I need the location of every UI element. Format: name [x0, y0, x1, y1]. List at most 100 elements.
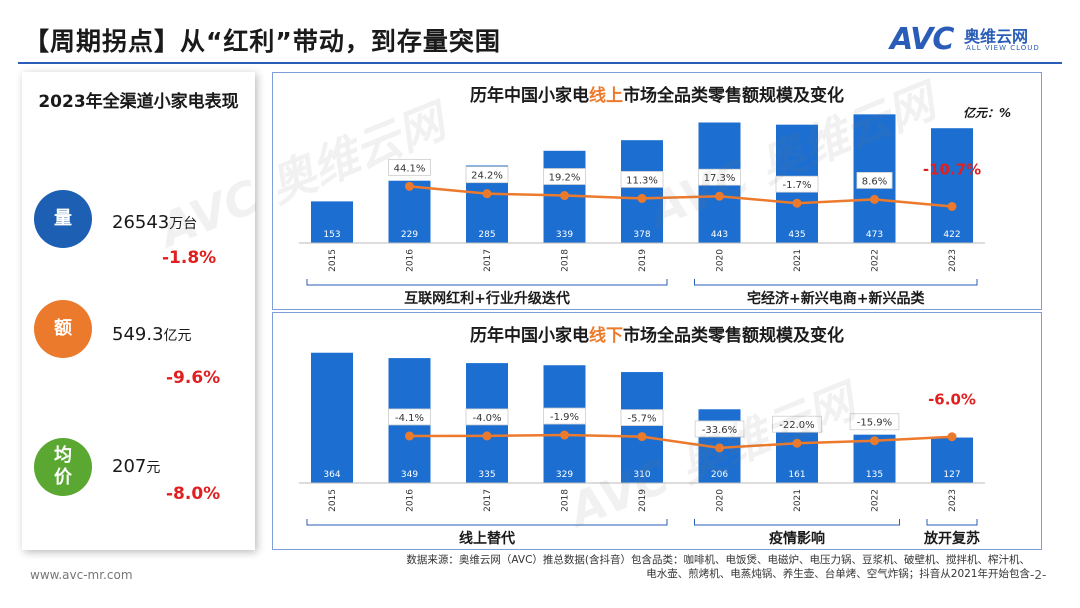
growth-label: -15.9% — [857, 418, 892, 429]
growth-label-highlight: -6.0% — [928, 391, 976, 409]
bar-2021 — [776, 425, 818, 483]
x-tick-label: 2015 — [328, 489, 338, 512]
growth-point-2016 — [405, 181, 414, 191]
avg-price-number: 207 — [112, 456, 147, 477]
avg-price-value: 207元 — [112, 456, 160, 477]
bar-value-label: 329 — [556, 470, 573, 480]
website-url: www.avc-mr.com — [30, 568, 133, 582]
growth-label: -33.6% — [702, 425, 737, 436]
amount-unit: 亿元 — [163, 328, 192, 344]
growth-label: -22.0% — [779, 420, 814, 431]
growth-label-box — [620, 409, 664, 426]
chart-title-part: 线下 — [589, 325, 623, 346]
amount-circle: 额 — [34, 300, 92, 358]
growth-label-box — [388, 158, 431, 176]
bar-value-label: 161 — [788, 470, 805, 480]
group-bracket — [306, 519, 668, 526]
bar-value-label: 435 — [788, 230, 805, 240]
amount-number: 549.3 — [112, 324, 164, 345]
growth-label-box — [543, 407, 586, 425]
bar-value-label: 349 — [401, 470, 418, 480]
x-tick-label: 2016 — [406, 249, 416, 272]
header-rule — [18, 62, 1062, 64]
growth-label-box — [772, 415, 822, 433]
x-tick-label: 2018 — [561, 489, 571, 512]
growth-point-2022 — [870, 436, 879, 446]
avg-price-circle-char: 均 — [54, 445, 72, 466]
bar-value-label: 364 — [323, 470, 340, 480]
bar-value-label: 310 — [633, 470, 650, 480]
x-tick-label: 2023 — [948, 249, 958, 272]
growth-label: -5.7% — [627, 414, 656, 425]
growth-label: -4.1% — [395, 413, 424, 424]
growth-label: -1.7% — [782, 180, 811, 191]
logo-english-name: ALL VIEW CLOUD — [966, 44, 1040, 52]
x-tick-label: 2017 — [483, 249, 493, 272]
growth-point-2023 — [947, 202, 957, 212]
bar-value-label: 339 — [556, 230, 573, 240]
bar-value-label: 135 — [866, 470, 883, 480]
growth-label-box — [775, 175, 819, 193]
volume-number: 26543 — [112, 212, 170, 233]
volume-unit: 万台 — [169, 216, 198, 232]
growth-point-2021 — [792, 438, 802, 448]
bar-2015 — [311, 201, 353, 243]
volume-value: 26543万台 — [112, 212, 197, 233]
source-line-1: 数据来源：奥维云网（AVC）推总数据(含抖音）包含品类：咖啡机、电饭煲、电磁炉、… — [406, 554, 1030, 566]
avg-price-circle: 均价 — [34, 438, 92, 496]
group-bracket — [306, 279, 668, 286]
growth-point-2019 — [637, 432, 647, 442]
x-tick-label: 2021 — [793, 489, 803, 512]
growth-label-box — [849, 413, 900, 431]
growth-point-2022 — [870, 194, 879, 204]
growth-point-2020 — [715, 191, 724, 201]
x-tick-label: 2020 — [716, 489, 726, 512]
summary-title: 2023年全渠道小家电表现 — [38, 92, 239, 112]
avg-price-change: -8.0% — [166, 484, 221, 504]
group-label: 放开复苏 — [923, 530, 980, 547]
chart-title-part: 历年中国小家电 — [470, 85, 589, 106]
chart-title-part: 市场全品类零售额规模及变化 — [623, 325, 844, 346]
bar-2023 — [931, 128, 973, 243]
growth-label-box — [465, 166, 509, 184]
bar-2023 — [931, 437, 973, 483]
bar-2019 — [621, 372, 663, 483]
growth-point-2019 — [637, 193, 647, 203]
summary-panel: 2023年全渠道小家电表现 量 26543万台 -1.8% 额 549.3亿元 … — [22, 72, 255, 550]
growth-label-box — [620, 171, 664, 188]
x-tick-label: 2019 — [638, 489, 648, 512]
logo-chinese-name: 奥维云网 — [964, 27, 1029, 46]
growth-label-box — [694, 420, 745, 438]
growth-point-2016 — [405, 431, 414, 441]
offline-chart-panel: 历年中国小家电线下市场全品类零售额规模及变化 364 349 335 329 310 206… — [272, 312, 1042, 550]
x-tick-label: 2022 — [871, 249, 881, 272]
source-line-2: 电水壶、煎烤机、电蒸炖锅、养生壶、台单烤、空气炸锅；抖音从2021年开始包含 — [646, 568, 1030, 580]
x-tick-label: 2015 — [328, 249, 338, 272]
x-tick-label: 2016 — [406, 489, 416, 512]
offline-sales-chart: 历年中国小家电线下市场全品类零售额规模及变化 364 349 335 329 310 206… — [299, 325, 985, 547]
bar-value-label: 285 — [478, 230, 495, 240]
group-label: 宅经济+新兴电商+新兴品类 — [747, 290, 925, 307]
growth-point-2021 — [792, 198, 802, 208]
bar-value-label: 422 — [943, 230, 960, 240]
group-label: 互联网红利+行业升级迭代 — [404, 290, 570, 307]
growth-label: -4.0% — [472, 413, 501, 424]
avg-price-circle-char: 价 — [54, 467, 72, 488]
avg-price-unit: 元 — [146, 460, 161, 476]
page-title: 【周期拐点】从“红利”带动，到存量突围 — [24, 27, 501, 56]
growth-label-box — [388, 408, 431, 426]
growth-label-box — [698, 168, 741, 186]
bar-value-label: 335 — [478, 470, 495, 480]
growth-label: 11.3% — [626, 175, 658, 186]
growth-label-box — [465, 408, 509, 426]
x-tick-label: 2020 — [716, 249, 726, 272]
bar-value-label: 206 — [711, 470, 728, 480]
growth-point-2023 — [947, 432, 957, 442]
growth-label: -1.9% — [550, 412, 579, 423]
data-source-note: 数据来源：奥维云网（AVC）推总数据(含抖音）包含品类：咖啡机、电饭煲、电磁炉、… — [300, 553, 1030, 581]
avc-logo: AVC 奥维云网 ALL VIEW CLOUD — [890, 22, 1060, 62]
x-tick-label: 2018 — [561, 249, 571, 272]
growth-label: 8.6% — [862, 176, 887, 187]
x-tick-label: 2017 — [483, 489, 493, 512]
